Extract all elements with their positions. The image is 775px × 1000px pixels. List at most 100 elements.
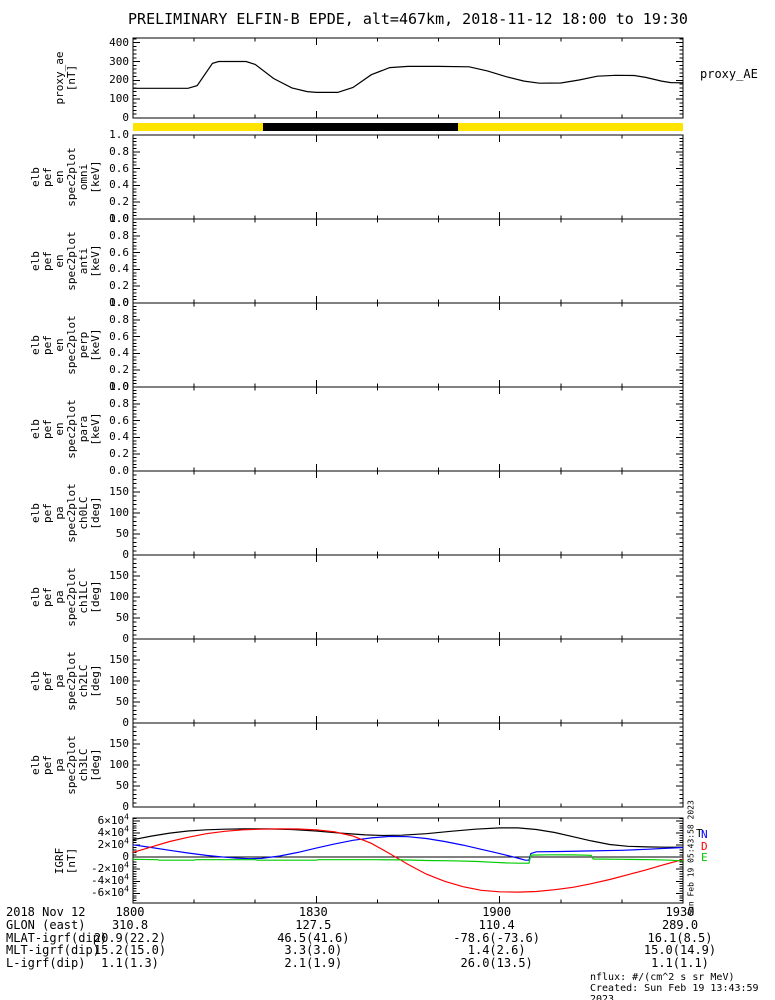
y-tick-label: 6×104 xyxy=(97,812,129,827)
y-axis-title-igrf: IGRF [nT] xyxy=(53,847,78,874)
panel-elb_pef_en_spec2plot_anti xyxy=(132,218,684,304)
panel-frame xyxy=(132,218,684,304)
legend-item-D: D xyxy=(701,840,708,853)
y-tick-label: 0.2 xyxy=(109,195,129,209)
y-tick-label: 200 xyxy=(109,73,129,87)
table-cell: 127.5 xyxy=(295,917,332,932)
table-cell: 16.1(8.5) xyxy=(647,930,713,945)
y-tick-label: 0.0 xyxy=(109,212,129,225)
y-tick-label: 50 xyxy=(115,695,129,708)
y-tick-label: 1.0 xyxy=(109,296,129,309)
panel-elb_pef_pa_spec2plot_ch2LC xyxy=(132,638,684,724)
y-tick-label: 0.8 xyxy=(109,228,129,242)
nflux-units-note: nflux: #/(cm^2 s sr MeV) xyxy=(590,972,735,983)
y-tick-label: 0.4 xyxy=(109,430,129,444)
series-D xyxy=(132,828,684,893)
panel-frame xyxy=(132,470,684,556)
table-row-label: L-igrf(dip) xyxy=(6,956,86,971)
table-row-label: MLT-igrf(dip) xyxy=(6,943,100,958)
panel-elb_pef_pa_spec2plot_ch1LC xyxy=(132,554,684,640)
table-cell: 1.1(1.1) xyxy=(651,956,709,971)
y-tick-label: 50 xyxy=(115,611,129,624)
y-tick-label: 0.6 xyxy=(109,413,129,427)
table-cell: 1.4(2.6) xyxy=(467,943,526,958)
y-tick-label: 50 xyxy=(115,779,129,792)
status-bar-segment xyxy=(263,123,459,131)
footer-notes: nflux: #/(cm^2 s sr MeV) Created: Sun Fe… xyxy=(590,972,775,1000)
time-tick-label: 1900 xyxy=(482,905,512,919)
panel-frame xyxy=(132,386,684,472)
table-cell: 15.2(15.0) xyxy=(93,943,167,958)
y-tick-label: 4×104 xyxy=(97,824,129,840)
y-axis-title-elb_pef_pa_spec2plot_ch0LC: elb pef pa spec2plot ch0LC [deg] xyxy=(29,483,102,543)
y-tick-label: 0.0 xyxy=(109,464,129,477)
legend-item-T: T xyxy=(696,827,703,840)
table-cell: 46.5(41.6) xyxy=(277,930,350,945)
y-tick-label: 150 xyxy=(109,569,129,582)
series-T xyxy=(132,827,683,848)
table-cell: 310.8 xyxy=(111,917,149,932)
table-row-label: GLON (east) xyxy=(6,917,86,932)
series-E xyxy=(132,854,683,864)
creation-timestamp-vertical: Sun Feb 19 05:43:58 2023 xyxy=(686,800,696,916)
series-proxy_ae xyxy=(133,60,684,94)
legend-item-E: E xyxy=(701,851,708,864)
panel-elb_pef_en_spec2plot_perp xyxy=(132,302,684,388)
y-tick-label: 100 xyxy=(109,674,129,687)
time-tick-label: 1930 xyxy=(665,905,695,919)
status-bar-segment xyxy=(133,123,264,131)
y-tick-label: 0.8 xyxy=(109,312,129,326)
y-tick-label: 0.4 xyxy=(109,262,129,276)
y-tick-label: 0.0 xyxy=(109,296,129,309)
table-cell: 2.1(1.9) xyxy=(284,956,343,971)
y-tick-label: 50 xyxy=(115,527,129,540)
series-N xyxy=(132,835,684,861)
time-tick-label: 1830 xyxy=(298,905,328,919)
y-tick-label: 100 xyxy=(109,92,129,106)
y-axis-title-elb_pef_pa_spec2plot_ch3LC: elb pef pa spec2plot ch3LC [deg] xyxy=(29,735,102,795)
y-tick-label: 0.2 xyxy=(109,447,129,461)
y-tick-label: 1.0 xyxy=(109,128,129,141)
y-tick-label: 100 xyxy=(109,590,129,603)
table-cell: 15.0(14.9) xyxy=(643,943,717,958)
status-bar-segment xyxy=(458,123,683,131)
panel-frame xyxy=(132,37,684,119)
y-tick-label: -6×104 xyxy=(91,884,129,900)
plot-title: PRELIMINARY ELFIN-B EPDE, alt=467km, 201… xyxy=(128,10,688,28)
table-cell: 20.9(22.2) xyxy=(93,930,167,945)
y-tick-label: 0 xyxy=(122,800,129,813)
y-tick-label: 1.0 xyxy=(109,380,129,393)
y-tick-label: 0 xyxy=(122,716,129,729)
panel-elb_pef_en_spec2plot_omni xyxy=(132,134,684,220)
y-tick-label: 0.8 xyxy=(109,144,129,158)
panel-frame xyxy=(132,638,684,724)
date-label: 2018 Nov 12 xyxy=(6,905,86,919)
y-tick-label: 150 xyxy=(109,737,129,750)
y-tick-label: 150 xyxy=(109,485,129,498)
y-tick-label: 0.4 xyxy=(109,178,129,192)
y-tick-label: 0.6 xyxy=(109,329,129,343)
table-cell: 1.1(1.3) xyxy=(101,956,159,971)
y-tick-label: 100 xyxy=(109,758,129,771)
y-tick-label: 0.2 xyxy=(109,279,129,293)
y-tick-label: 2×104 xyxy=(97,836,129,852)
created-timestamp: Created: Sun Feb 19 13:43:59 2023 xyxy=(590,983,759,1000)
y-axis-title-elb_pef_en_spec2plot_omni: elb pef en spec2plot omni [keV] xyxy=(29,147,102,207)
y-tick-label: 0.6 xyxy=(109,245,129,259)
table-cell: 289.0 xyxy=(661,917,699,932)
y-tick-label: 0.4 xyxy=(109,346,129,360)
y-tick-label: 0 xyxy=(122,850,129,864)
panel-frame xyxy=(132,134,684,220)
y-tick-label: -2×104 xyxy=(91,860,129,876)
y-tick-label: 0.6 xyxy=(109,161,129,175)
y-tick-label: 150 xyxy=(109,653,129,666)
legend-item-N: N xyxy=(701,828,708,841)
y-axis-title-proxy_ae: proxy_ae [nT] xyxy=(53,51,78,105)
panel-frame xyxy=(132,554,684,640)
y-tick-label: 0 xyxy=(122,632,129,645)
y-tick-label: 100 xyxy=(109,506,129,519)
y-axis-title-elb_pef_pa_spec2plot_ch2LC: elb pef pa spec2plot ch2LC [deg] xyxy=(29,651,102,711)
y-tick-label: 0.0 xyxy=(109,380,129,393)
